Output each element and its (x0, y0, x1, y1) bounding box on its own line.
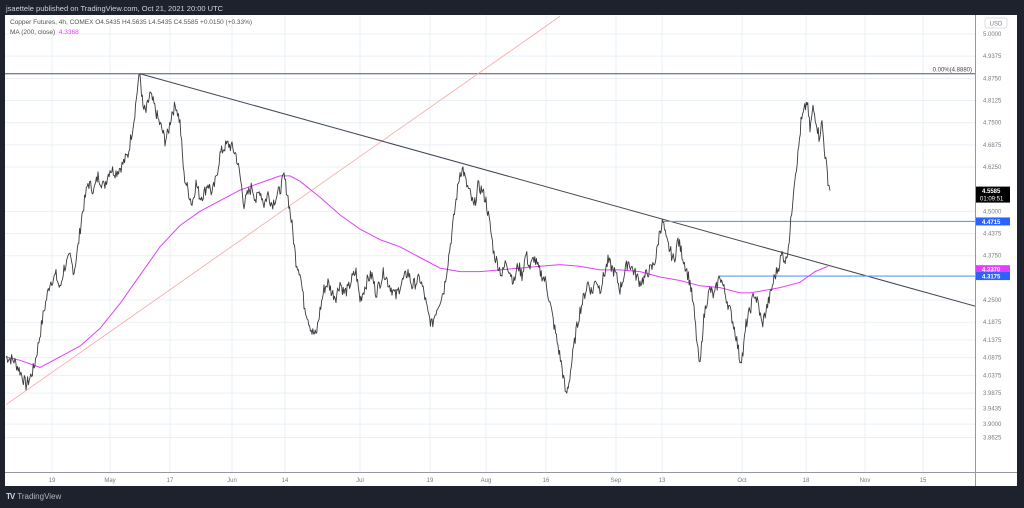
price-axis-tick: 3.8625 (983, 435, 1002, 441)
ascending-trendline (5, 15, 561, 405)
chart-legend: Copper Futures, 4h, COMEX O4.5435 H4.563… (10, 18, 252, 38)
time-axis-tick: 19 (49, 478, 56, 484)
currency-badge-label: USD (990, 22, 1003, 28)
price-axis-tick: 4.4375 (983, 232, 1002, 238)
time-axis-tick: Aug (481, 478, 492, 484)
ma-200-line (5, 175, 829, 368)
price-axis-tick: 4.2500 (983, 298, 1002, 304)
price-label: 4.4715 (982, 220, 1001, 226)
time-axis-tick: 17 (167, 478, 174, 484)
price-axis-tick: 4.9375 (983, 54, 1002, 60)
tradingview-logo[interactable]: TV TradingView (6, 492, 61, 501)
price-axis-tick: 4.0375 (983, 373, 1002, 379)
price-label-bg (976, 217, 1010, 226)
price-label: 4.3175 (982, 274, 1001, 280)
time-axis-tick: Jun (227, 478, 237, 484)
price-axis-tick: 4.6250 (983, 165, 1002, 171)
time-axis-tick: 18 (803, 478, 810, 484)
price-label-bg (976, 265, 1010, 274)
tv-logo-icon: TV (6, 492, 15, 501)
price-axis-tick: 4.5000 (983, 209, 1002, 215)
price-axis-tick: 4.8750 (983, 76, 1002, 82)
price-axis-tick: 4.6875 (983, 143, 1002, 149)
price-axis-tick: 4.7500 (983, 121, 1002, 127)
price-label: 4.3370 (982, 267, 1001, 273)
time-axis-tick: 16 (543, 478, 550, 484)
time-axis-tick: 14 (282, 478, 289, 484)
ma-label: MA (200, close) (10, 29, 56, 36)
price-axis-tick: 3.9000 (983, 422, 1002, 428)
ma-legend-line: MA (200, close) 4.3368 (10, 28, 252, 38)
time-axis-tick: Jul (356, 478, 364, 484)
time-axis-tick: 19 (427, 478, 434, 484)
price-axis-tick: 4.1875 (983, 320, 1002, 326)
time-axis-tick: Sep (611, 478, 622, 484)
symbol-ohlc-line: Copper Futures, 4h, COMEX O4.5435 H4.563… (10, 19, 253, 26)
tv-logo-text: TradingView (17, 492, 62, 501)
plot-area: 0.00%(4.8880) (5, 15, 975, 405)
price-axis-tick: 4.3750 (983, 254, 1002, 260)
price-label: 4.5585 (982, 189, 1001, 195)
time-axis-tick: Nov (860, 478, 871, 484)
price-line (5, 73, 831, 394)
ma-value: 4.3368 (58, 29, 79, 36)
price-axis-tick: 4.1375 (983, 338, 1002, 344)
time-axis-tick: May (104, 478, 115, 484)
price-chart[interactable]: 0.00%(4.8880) 5.0000 4.9375 4.8750 4.8125 4.7… (5, 15, 1017, 486)
currency-badge[interactable] (984, 17, 1008, 29)
price-axis-tick: 3.9875 (983, 391, 1002, 397)
price-axis-tick: 4.8125 (983, 99, 1002, 105)
time-axis-tick: 15 (920, 478, 927, 484)
fib-level-label: 0.00%(4.8880) (933, 68, 972, 74)
time-axis-tick: 13 (659, 478, 666, 484)
time-axis-tick: Oct (737, 478, 747, 484)
chart-frame (5, 15, 1017, 486)
price-axis-tick: 3.9435 (983, 407, 1002, 413)
price-axis-tick: 5.0000 (983, 32, 1002, 38)
publisher-caption: jsaettele published on TradingView.com, … (6, 4, 224, 13)
price-label-bg (976, 186, 1010, 203)
price-axis-tick: 4.0875 (983, 356, 1002, 362)
countdown-label: 01:09:51 (980, 197, 1004, 203)
price-label-bg (976, 272, 1010, 281)
descending-trendline (139, 73, 975, 307)
